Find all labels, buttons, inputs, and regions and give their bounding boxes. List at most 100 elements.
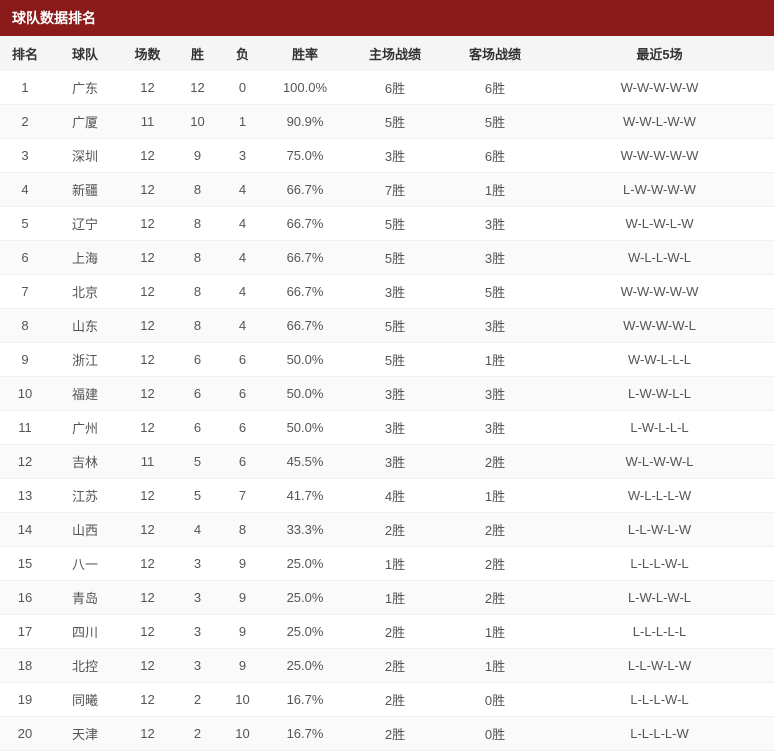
col-away: 客场战绩: [445, 36, 545, 71]
cell-home: 2胜: [345, 683, 445, 717]
cell-loss: 3: [220, 139, 265, 173]
cell-pct: 50.0%: [265, 343, 345, 377]
cell-rank: 10: [0, 377, 50, 411]
cell-pct: 66.7%: [265, 173, 345, 207]
cell-games: 12: [120, 615, 175, 649]
cell-home: 4胜: [345, 479, 445, 513]
cell-win: 6: [175, 411, 220, 445]
cell-team: 江苏: [50, 479, 120, 513]
cell-loss: 8: [220, 513, 265, 547]
cell-last5: L-W-L-L-L: [545, 411, 774, 445]
table-row: 13江苏125741.7%4胜1胜W-L-L-L-W: [0, 479, 774, 513]
cell-games: 12: [120, 343, 175, 377]
table-row: 5辽宁128466.7%5胜3胜W-L-W-L-W: [0, 207, 774, 241]
cell-team: 深圳: [50, 139, 120, 173]
cell-rank: 11: [0, 411, 50, 445]
table-row: 19同曦1221016.7%2胜0胜L-L-L-W-L: [0, 683, 774, 717]
cell-loss: 9: [220, 649, 265, 683]
cell-loss: 4: [220, 241, 265, 275]
cell-away: 1胜: [445, 479, 545, 513]
cell-last5: L-L-L-L-L: [545, 615, 774, 649]
table-title: 球队数据排名: [0, 0, 774, 36]
cell-pct: 75.0%: [265, 139, 345, 173]
cell-team: 山西: [50, 513, 120, 547]
cell-away: 6胜: [445, 139, 545, 173]
table-row: 16青岛123925.0%1胜2胜L-W-L-W-L: [0, 581, 774, 615]
cell-win: 6: [175, 377, 220, 411]
cell-pct: 16.7%: [265, 717, 345, 751]
cell-team: 辽宁: [50, 207, 120, 241]
cell-home: 5胜: [345, 105, 445, 139]
table-row: 15八一123925.0%1胜2胜L-L-L-W-L: [0, 547, 774, 581]
cell-last5: L-L-L-W-L: [545, 547, 774, 581]
cell-home: 3胜: [345, 139, 445, 173]
cell-last5: W-W-W-W-W: [545, 139, 774, 173]
cell-team: 广州: [50, 411, 120, 445]
cell-team: 吉林: [50, 445, 120, 479]
cell-last5: W-L-W-W-L: [545, 445, 774, 479]
cell-rank: 1: [0, 71, 50, 105]
cell-home: 3胜: [345, 445, 445, 479]
cell-pct: 25.0%: [265, 547, 345, 581]
table-row: 1广东12120100.0%6胜6胜W-W-W-W-W: [0, 71, 774, 105]
cell-team: 北控: [50, 649, 120, 683]
cell-win: 3: [175, 581, 220, 615]
cell-team: 广东: [50, 71, 120, 105]
cell-rank: 12: [0, 445, 50, 479]
cell-home: 3胜: [345, 275, 445, 309]
cell-home: 5胜: [345, 241, 445, 275]
cell-away: 1胜: [445, 173, 545, 207]
cell-last5: L-W-L-W-L: [545, 581, 774, 615]
cell-away: 3胜: [445, 411, 545, 445]
cell-team: 同曦: [50, 683, 120, 717]
cell-rank: 4: [0, 173, 50, 207]
cell-rank: 18: [0, 649, 50, 683]
cell-home: 6胜: [345, 71, 445, 105]
standings-table: 排名 球队 场数 胜 负 胜率 主场战绩 客场战绩 最近5场 1广东121201…: [0, 36, 774, 751]
cell-rank: 20: [0, 717, 50, 751]
cell-loss: 0: [220, 71, 265, 105]
cell-win: 12: [175, 71, 220, 105]
cell-win: 5: [175, 479, 220, 513]
cell-rank: 7: [0, 275, 50, 309]
table-row: 9浙江126650.0%5胜1胜W-W-L-L-L: [0, 343, 774, 377]
cell-rank: 14: [0, 513, 50, 547]
cell-last5: L-W-W-L-L: [545, 377, 774, 411]
header-row: 排名 球队 场数 胜 负 胜率 主场战绩 客场战绩 最近5场: [0, 36, 774, 71]
cell-home: 2胜: [345, 649, 445, 683]
cell-last5: L-W-W-W-W: [545, 173, 774, 207]
cell-games: 12: [120, 139, 175, 173]
cell-pct: 33.3%: [265, 513, 345, 547]
cell-home: 5胜: [345, 309, 445, 343]
cell-win: 4: [175, 513, 220, 547]
cell-loss: 6: [220, 377, 265, 411]
col-team: 球队: [50, 36, 120, 71]
cell-loss: 9: [220, 615, 265, 649]
cell-rank: 15: [0, 547, 50, 581]
cell-games: 12: [120, 683, 175, 717]
cell-away: 2胜: [445, 445, 545, 479]
cell-home: 5胜: [345, 207, 445, 241]
cell-away: 0胜: [445, 717, 545, 751]
cell-loss: 4: [220, 207, 265, 241]
cell-win: 3: [175, 615, 220, 649]
cell-games: 11: [120, 105, 175, 139]
col-win: 胜: [175, 36, 220, 71]
cell-loss: 4: [220, 173, 265, 207]
cell-pct: 41.7%: [265, 479, 345, 513]
cell-win: 5: [175, 445, 220, 479]
cell-home: 2胜: [345, 717, 445, 751]
cell-pct: 66.7%: [265, 241, 345, 275]
cell-pct: 50.0%: [265, 377, 345, 411]
cell-last5: W-L-L-L-W: [545, 479, 774, 513]
cell-team: 上海: [50, 241, 120, 275]
col-home: 主场战绩: [345, 36, 445, 71]
cell-home: 3胜: [345, 411, 445, 445]
cell-last5: W-W-W-W-W: [545, 71, 774, 105]
cell-team: 浙江: [50, 343, 120, 377]
cell-win: 3: [175, 649, 220, 683]
cell-team: 天津: [50, 717, 120, 751]
cell-away: 1胜: [445, 615, 545, 649]
cell-rank: 5: [0, 207, 50, 241]
cell-rank: 6: [0, 241, 50, 275]
